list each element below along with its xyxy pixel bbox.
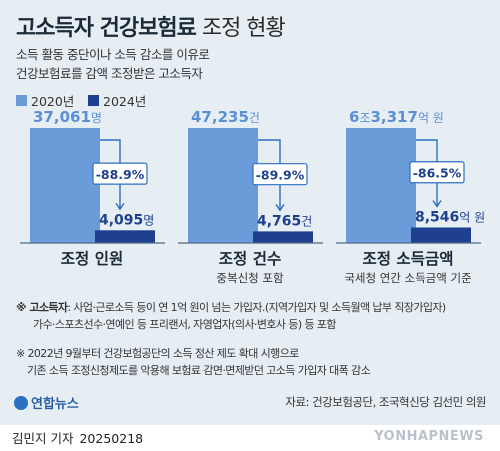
bar-2024 — [253, 231, 313, 243]
change-arrow-line — [258, 139, 281, 210]
value-unit: 건 — [301, 214, 312, 228]
bar-2020 — [346, 128, 416, 243]
legend-swatch-2020 — [16, 95, 27, 106]
value-number-2: 3,317 — [370, 108, 417, 126]
change-arrow-line — [100, 139, 121, 209]
bar-2024 — [411, 227, 471, 243]
author: 김민지 기자 — [12, 431, 74, 446]
category-subtitle: 국세청 연간 소득금액 기준 — [344, 271, 471, 285]
byline: 김민지 기자 20250218 — [12, 428, 143, 447]
footnote-2-line-2: 기존 소득 조정신청제도를 악용해 보험료 감면·면제받던 고소득 가입자 대폭… — [27, 364, 371, 377]
category-title: 조정 소득금액 — [363, 249, 454, 268]
change-label-box — [252, 163, 308, 186]
value-number: 37,061 — [33, 108, 91, 126]
footnote-1-cont: 가수·스포츠선수·연예인 등 프리랜서, 자영업자(의사·변호사 등) 등 포함 — [33, 318, 337, 331]
category-title: 조정 건수 — [219, 250, 281, 268]
change-label: -86.5% — [413, 166, 462, 181]
legend-label-2020: 2020년 — [31, 94, 75, 109]
change-arrow-line — [416, 139, 438, 206]
value-unit-2: 억 원 — [418, 111, 444, 125]
value-label-2024: 4,095명 — [99, 212, 154, 228]
legend-item-2020: 2020년 — [16, 91, 74, 110]
value-label-2020: 47,235건 — [191, 108, 260, 126]
footnote-1: ※ 고소득자: 사업·근로소득 등이 연 1억 원이 넘는 가입자.(지역가입자… — [16, 299, 446, 315]
source-credit: 자료: 건강보험공단, 조국혁신당 김선민 의원 — [285, 395, 486, 409]
value-unit: 명 — [143, 213, 154, 227]
change-arrow-head — [432, 200, 442, 208]
watermark: YONHAPNEWS — [374, 429, 484, 444]
legend-item-2024: 2024년 — [88, 91, 146, 110]
change-arrow-head — [275, 204, 285, 212]
category-subtitle: 중복신청 포함 — [216, 271, 284, 285]
title-light: 조정 현황 — [201, 16, 286, 41]
bar-2020 — [188, 128, 258, 243]
yonhap-logo: 연합뉴스 — [14, 393, 79, 412]
page-title: 고소득자 건강보험료 조정 현황 — [16, 10, 286, 42]
subtitle-line-2: 건강보험료를 감액 조정받은 고소득자 — [16, 66, 203, 81]
value-label-2024: 4,765건 — [257, 213, 312, 229]
value-number: 47,235 — [191, 108, 249, 126]
change-label: -88.9% — [96, 167, 145, 182]
change-label: -89.9% — [256, 168, 305, 183]
value-number: 8,546 — [415, 209, 459, 225]
change-label-box — [92, 162, 148, 185]
bar-2024 — [95, 230, 155, 243]
footnote-2-line-1: ※ 2022년 9월부터 건강보험공단의 소득 정산 제도 확대 시행으로 — [16, 347, 299, 360]
title-bold: 고소득자 건강보험료 — [16, 16, 197, 41]
logo-text: 연합뉴스 — [31, 397, 79, 412]
footnote-1-label: ※ 고소득자 — [16, 301, 68, 314]
legend-label-2024: 2024년 — [103, 94, 147, 109]
value-unit: 조 — [359, 111, 370, 125]
value-number: 6 — [349, 108, 359, 126]
value-label-2020: 6조3,317억 원 — [349, 108, 444, 126]
change-arrow-head — [115, 202, 125, 211]
category-title: 조정 인원 — [61, 250, 123, 268]
publish-date: 20250218 — [79, 431, 144, 446]
legend-swatch-2024 — [88, 95, 99, 106]
change-label-box — [409, 161, 465, 184]
value-label-2024: 8,546억 원 — [415, 209, 485, 225]
subtitle-line-1: 소득 활동 중단이나 소득 감소를 이유로 — [16, 47, 210, 62]
value-unit: 명 — [91, 111, 102, 125]
logo-mark-icon — [14, 395, 28, 410]
value-label-2020: 37,061명 — [33, 108, 102, 126]
footnote-1-text: : 사업·근로소득 등이 연 1억 원이 넘는 가입자.(지역가입자 및 소득월… — [67, 301, 446, 314]
value-unit: 억 원 — [459, 210, 485, 224]
value-number: 4,765 — [257, 213, 301, 229]
value-number: 4,095 — [99, 212, 143, 228]
value-unit: 건 — [249, 111, 260, 125]
bar-2020 — [30, 128, 100, 243]
